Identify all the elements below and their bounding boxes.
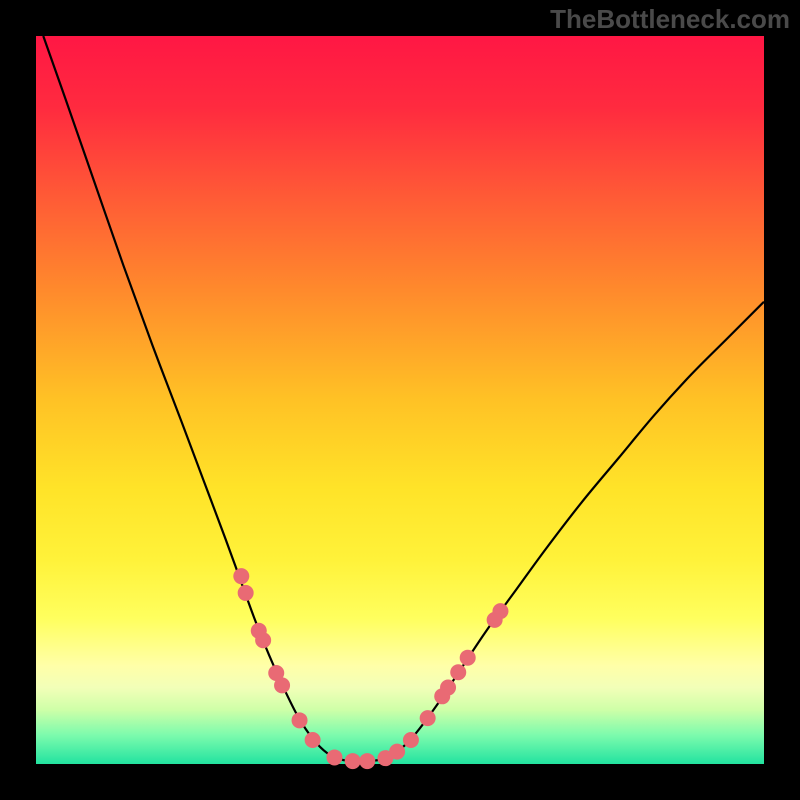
data-marker bbox=[359, 753, 375, 769]
data-marker bbox=[238, 585, 254, 601]
data-marker bbox=[450, 664, 466, 680]
data-marker bbox=[345, 753, 361, 769]
data-marker bbox=[492, 603, 508, 619]
watermark-text: TheBottleneck.com bbox=[550, 4, 790, 35]
data-marker bbox=[440, 680, 456, 696]
data-marker bbox=[403, 732, 419, 748]
bottleneck-curve-right bbox=[356, 302, 764, 762]
bottleneck-curve-left bbox=[43, 36, 356, 761]
data-marker bbox=[274, 677, 290, 693]
data-marker bbox=[292, 712, 308, 728]
chart-frame: TheBottleneck.com bbox=[0, 0, 800, 800]
data-marker bbox=[460, 650, 476, 666]
curve-layer bbox=[36, 36, 764, 764]
data-marker bbox=[326, 749, 342, 765]
marker-group bbox=[233, 568, 508, 769]
data-marker bbox=[233, 568, 249, 584]
data-marker bbox=[389, 744, 405, 760]
plot-area bbox=[36, 36, 764, 764]
data-marker bbox=[420, 710, 436, 726]
data-marker bbox=[305, 732, 321, 748]
data-marker bbox=[255, 632, 271, 648]
